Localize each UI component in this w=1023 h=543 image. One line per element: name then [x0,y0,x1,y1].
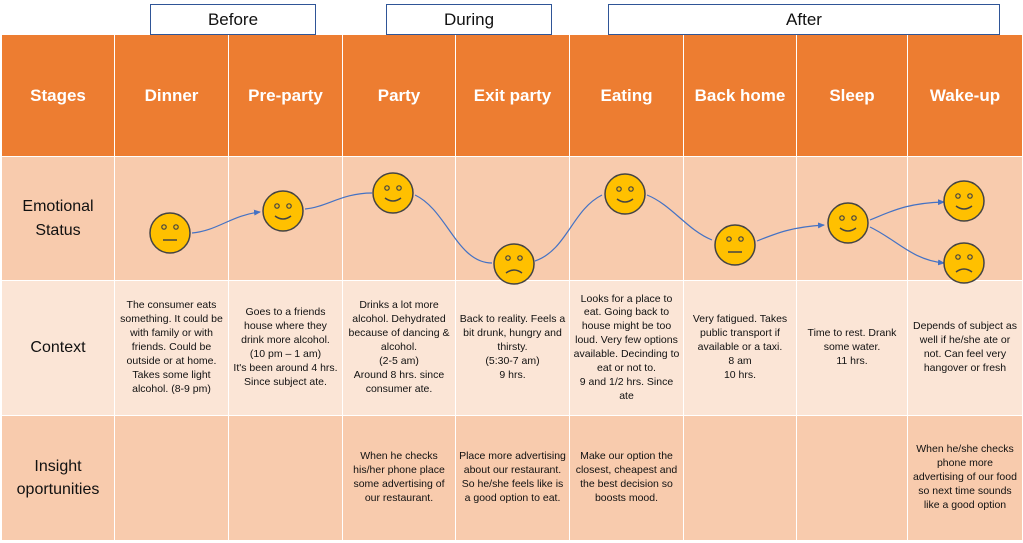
emotion-cell-sleep [797,157,908,281]
context-eating: Looks for a place to eat. Going back to … [570,281,684,416]
insight-exit-party: Place more advertising about our restaur… [456,416,570,541]
phase-during: During [386,4,552,35]
header-exit-party: Exit party [456,35,570,157]
emotion-cell-eating [570,157,684,281]
context-sleep: Time to rest. Drank some water. 11 hrs. [797,281,908,416]
insight-back-home [684,416,797,541]
header-eating: Eating [570,35,684,157]
context-wake-up: Depends of subject as well if he/she ate… [908,281,1023,416]
header-stages: Stages [2,35,115,157]
emotion-cell-exit-party [456,157,570,281]
emotion-cell-wake-up [908,157,1023,281]
header-wake-up: Wake-up [908,35,1023,157]
emotion-cell-pre-party [229,157,343,281]
emotion-cell-dinner [115,157,229,281]
context-dinner: The consumer eats something. It could be… [115,281,229,416]
header-dinner: Dinner [115,35,229,157]
header-pre-party: Pre-party [229,35,343,157]
phase-before: Before [150,4,316,35]
journey-map-grid: Stages Dinner Pre-party Party Exit party… [2,35,1023,541]
context-party: Drinks a lot more alcohol. Dehydrated be… [343,281,456,416]
row-label-insight-text: Insight oportunities [16,457,100,498]
row-label-emotional-text: Emotional Status [22,198,94,239]
row-label-emotional-status: Emotional Status [2,157,115,281]
insight-pre-party [229,416,343,541]
context-pre-party: Goes to a friends house where they drink… [229,281,343,416]
insight-eating: Make our option the closest, cheapest an… [570,416,684,541]
header-sleep: Sleep [797,35,908,157]
insight-wake-up: When he/she checks phone more advertisin… [908,416,1023,541]
emotion-cell-back-home [684,157,797,281]
row-label-context: Context [2,281,115,416]
context-back-home: Very fatigued. Takes public transport if… [684,281,797,416]
phase-after: After [608,4,1000,35]
header-back-home: Back home [684,35,797,157]
insight-sleep [797,416,908,541]
row-label-insight: Insight oportunities [2,416,115,541]
insight-party: When he checks his/her phone place some … [343,416,456,541]
context-exit-party: Back to reality. Feels a bit drunk, hung… [456,281,570,416]
emotion-cell-party [343,157,456,281]
header-party: Party [343,35,456,157]
insight-dinner [115,416,229,541]
